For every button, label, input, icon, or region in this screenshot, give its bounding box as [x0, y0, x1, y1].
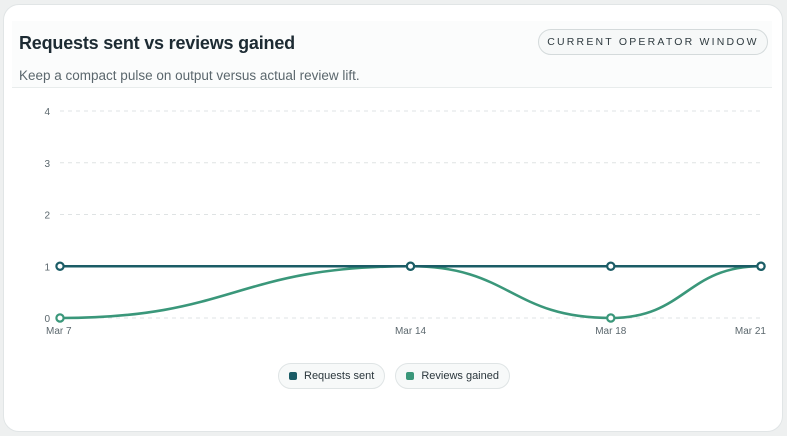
x-tick-label: Mar 18 — [595, 326, 627, 337]
legend-swatch-reviews — [406, 372, 415, 380]
y-tick-label: 1 — [44, 262, 50, 273]
legend-item-reviews[interactable]: Reviews gained — [395, 363, 510, 389]
legend-label-reviews: Reviews gained — [421, 370, 499, 382]
series-line-reviews — [58, 264, 763, 320]
chart-legend: Requests sent Reviews gained — [278, 363, 510, 389]
y-tick-label: 0 — [44, 314, 50, 325]
point-reviews — [606, 313, 616, 323]
y-tick-label: 3 — [44, 159, 50, 170]
point-requests — [405, 261, 416, 271]
point-reviews — [55, 313, 65, 323]
legend-item-requests[interactable]: Requests sent — [278, 363, 386, 389]
chart-title: Requests sent vs reviews gained — [19, 33, 295, 53]
card-header: Requests sent vs reviews gained CURRENT … — [12, 21, 772, 88]
y-tick-label: 2 — [44, 211, 50, 222]
line-chart: 0 1 2 3 4 Mar 7 Mar 14 Mar 18 Mar 21 — [44, 107, 767, 337]
x-tick-label: Mar 7 — [46, 326, 72, 337]
x-tick-label: Mar 21 — [735, 326, 767, 337]
point-requests — [756, 261, 766, 271]
point-requests — [55, 261, 65, 271]
x-tick-label: Mar 14 — [395, 326, 427, 337]
operator-window-badge[interactable]: CURRENT OPERATOR WINDOW — [538, 29, 768, 55]
chart-subtitle: Keep a compact pulse on output versus ac… — [19, 68, 360, 83]
y-tick-label: 4 — [44, 107, 50, 118]
legend-swatch-requests — [289, 372, 297, 380]
chart-card: Requests sent vs reviews gained CURRENT … — [3, 4, 783, 432]
point-requests — [606, 261, 616, 271]
legend-label-requests: Requests sent — [304, 370, 375, 382]
